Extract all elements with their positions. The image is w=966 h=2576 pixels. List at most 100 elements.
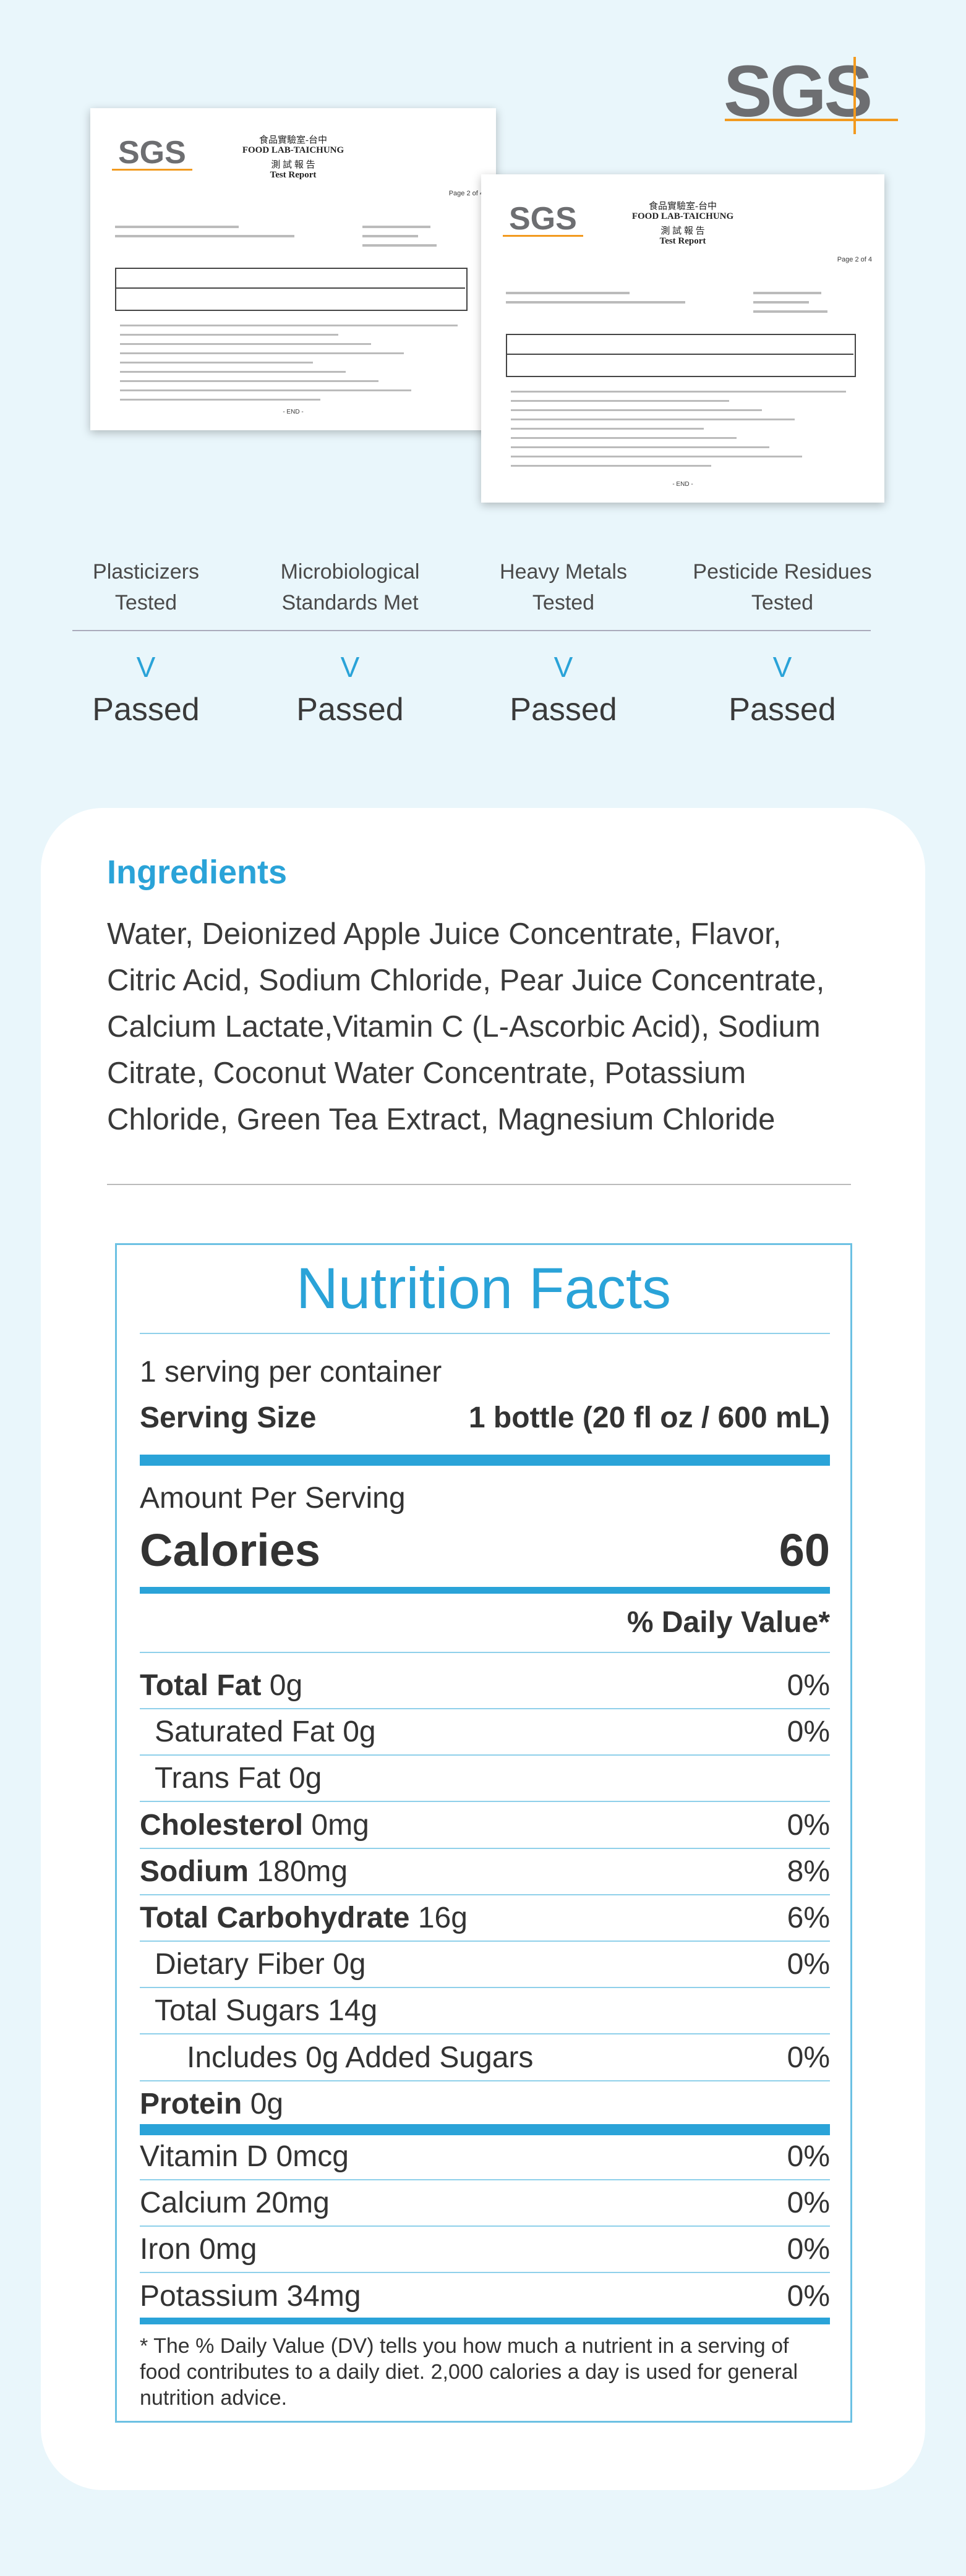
text-line: [120, 325, 458, 326]
ingredients-title: Ingredients: [107, 854, 288, 891]
thick-bar: [140, 2123, 830, 2135]
nutrient-amount: 14g: [328, 1994, 378, 2028]
serving-size: 1 bottle (20 fl oz / 600 mL): [468, 1401, 830, 1434]
nutrient-amount: 180mg: [257, 1855, 348, 1888]
text-line: [120, 399, 320, 401]
check-mark: V: [340, 651, 360, 683]
rule: [140, 2033, 830, 2035]
rule: [140, 2179, 830, 2180]
test-label: Tested: [114, 591, 177, 614]
footnote: * The % Daily Value (DV) tells you how m…: [140, 2334, 789, 2358]
test-label: Tested: [751, 591, 814, 614]
text-line: [120, 362, 313, 363]
ingredients-line: Citrate, Coconut Water Concentrate, Pota…: [107, 1056, 746, 1090]
rule: [140, 2272, 830, 2274]
calories-label: Calories: [140, 1524, 321, 1576]
daily-value: 0%: [787, 2279, 830, 2313]
text-line: [115, 235, 294, 237]
serving-size-label: Serving Size: [140, 1401, 317, 1434]
rule: [140, 1652, 830, 1653]
text-line: [120, 352, 404, 354]
text-line: [362, 235, 418, 237]
text-line: [511, 465, 711, 467]
logo-line: [853, 57, 856, 134]
rule: [140, 1708, 830, 1709]
nutrient-name: Potassium 34mg: [140, 2279, 361, 2313]
lab-en: FOOD LAB-TAICHUNG: [242, 145, 344, 155]
check-mark: V: [772, 651, 792, 683]
test-label: Heavy Metals: [500, 560, 627, 584]
test-label: Pesticide Residues: [693, 560, 872, 584]
rule: [140, 2225, 830, 2227]
daily-value: 0%: [787, 2187, 830, 2220]
test-result: Passed: [296, 692, 404, 728]
text-line: [511, 456, 802, 457]
test-result: Passed: [92, 692, 200, 728]
lab-zh: 食品實驗室-台中: [649, 202, 717, 211]
test-result: Passed: [510, 692, 617, 728]
text-line: [506, 301, 685, 304]
logo-line: [503, 235, 583, 237]
text-line: [753, 292, 821, 294]
divider: [107, 1184, 851, 1185]
nutrient-amount: 20mg: [255, 2187, 330, 2220]
daily-value: 0%: [787, 1669, 830, 1702]
title-zh: 測 試 報 告: [660, 226, 705, 236]
title-en: Test Report: [659, 236, 706, 246]
calories: 60: [779, 1524, 830, 1576]
table: [115, 268, 468, 311]
nutrient-name: Cholesterol 0mg: [140, 1808, 369, 1842]
nutrient-amount: 0mcg: [276, 2140, 349, 2173]
nutrient-amount: 0mg: [199, 2233, 257, 2266]
nutrient-amount: 16g: [417, 1902, 468, 1934]
rule: [140, 1801, 830, 1803]
rule: [140, 1333, 830, 1334]
text-line: [362, 244, 437, 247]
daily-value: 8%: [787, 1855, 830, 1888]
check-mark: V: [554, 651, 573, 683]
logo-line: [725, 119, 898, 121]
report: SGS 食品實驗室-台中 FOOD LAB-TAICHUNG 測 試 報 告 Test …: [90, 108, 496, 430]
text-line: [120, 371, 346, 373]
nutrient-amount: 0g: [250, 2087, 284, 2120]
nutrient-name: Sodium 180mg: [140, 1855, 348, 1888]
footnote: food contributes to a daily diet. 2,000 …: [140, 2360, 798, 2384]
report: SGS 食品實驗室-台中 FOOD LAB-TAICHUNG 測 試 報 告 Test …: [481, 174, 884, 503]
rule: [140, 1987, 830, 1989]
test-label: Microbiological: [280, 560, 420, 584]
text-line: [120, 343, 371, 345]
divider: [72, 630, 871, 631]
nutrient-name: Vitamin D 0mcg: [140, 2140, 349, 2173]
nutrition-box: [115, 1243, 852, 2423]
nutrient-amount: 34mg: [286, 2279, 361, 2313]
nutrient-name: Calcium 20mg: [140, 2187, 330, 2220]
nutrient-amount: 0g: [269, 1669, 303, 1702]
text-line: [362, 226, 430, 228]
title-en: Test Report: [270, 170, 317, 180]
medium-bar: [140, 1587, 830, 1594]
daily-value: 0%: [787, 2140, 830, 2173]
table: [506, 334, 856, 377]
logo-line: [112, 169, 192, 171]
table-rule: [115, 287, 465, 289]
rule: [140, 1941, 830, 1942]
nutrient-name: Protein 0g: [140, 2087, 284, 2120]
rule: [140, 2080, 830, 2081]
daily-value: 0%: [787, 2233, 830, 2266]
daily-value: 0%: [787, 1808, 830, 1842]
lab-en: FOOD LAB-TAICHUNG: [631, 211, 734, 221]
dv-header: % Daily Value*: [626, 1606, 830, 1639]
nutrient-amount: 0g Added Sugars: [306, 2041, 534, 2074]
ingredients-line: Water, Deionized Apple Juice Concentrate…: [107, 917, 782, 951]
text-line: [506, 292, 630, 294]
text-line: [511, 428, 704, 430]
lab-zh: 食品實驗室-台中: [259, 135, 327, 145]
text-line: [511, 409, 762, 411]
end-mark: - END -: [283, 409, 304, 415]
rule: [140, 1894, 830, 1895]
rule: [140, 1754, 830, 1756]
daily-value: 0%: [787, 2041, 830, 2074]
page-number: Page 2 of 4: [448, 190, 484, 197]
medium-bar: [140, 2317, 830, 2324]
text-line: [511, 400, 729, 402]
